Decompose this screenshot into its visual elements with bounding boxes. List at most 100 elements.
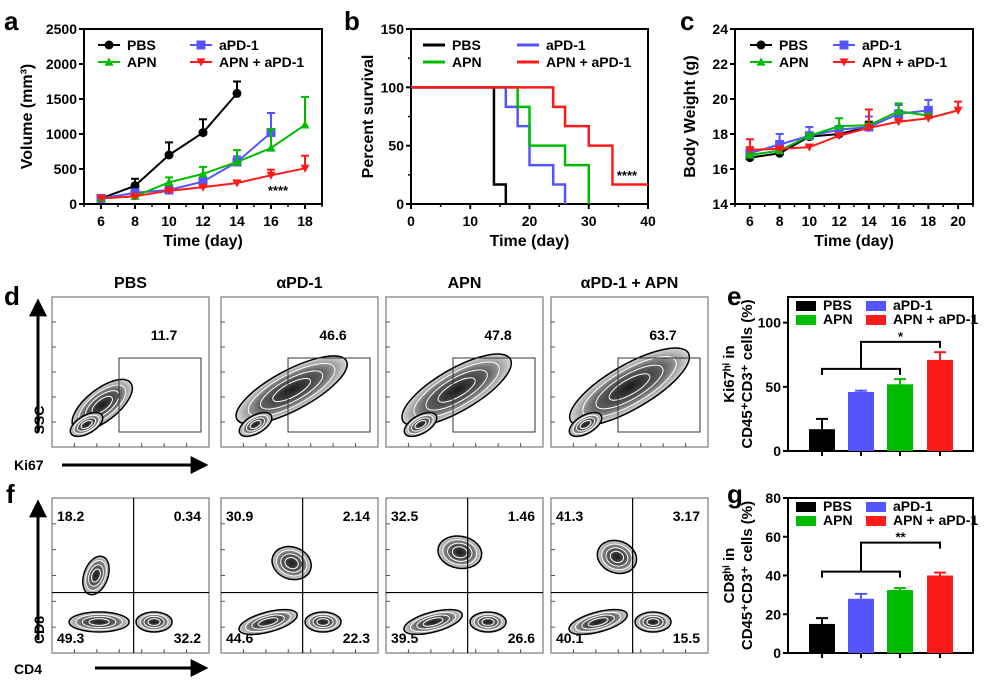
density-contour	[401, 353, 513, 427]
density-contour	[416, 614, 450, 630]
density-contour	[409, 611, 457, 633]
legend-label: APN + aPD-1	[893, 512, 978, 528]
x-tick-label: 30	[581, 213, 597, 229]
marker-triangle-down	[953, 106, 963, 115]
bar-pbs	[809, 429, 835, 451]
density-contour	[638, 613, 668, 631]
quadrant-upper-right: 2.14	[343, 508, 370, 524]
gate-percentage: 11.7	[151, 327, 178, 343]
x-tick-label: 16	[263, 213, 279, 229]
significance-label: *	[898, 329, 904, 344]
y-axis-label-line1: CD8ʰⁱ in	[721, 548, 738, 604]
significance-label: ****	[268, 183, 289, 198]
density-contour	[442, 539, 478, 566]
chart-c: 14 16 18 20 22 24 6 8 10 12 14 16 18 20 Time (day) Body…	[682, 21, 974, 250]
density-contour	[249, 419, 262, 430]
quadrant-upper-right: 1.46	[508, 508, 535, 524]
y-tick-label: 2000	[46, 56, 77, 72]
significance-bracket-upper	[860, 541, 941, 572]
legend-label: aPD-1	[893, 297, 933, 313]
y-tick-label: 40	[765, 568, 781, 584]
chart-a: 0 500 1000 1500 2000 2500 6 8 10 12 14 16 18 Time (da…	[19, 21, 323, 250]
legend-swatch	[796, 315, 816, 325]
density-contour	[469, 611, 507, 633]
y-tick-label: 80	[765, 490, 781, 506]
y-tick-label: 22	[712, 56, 728, 72]
density-contour	[575, 417, 596, 432]
density-contour	[646, 618, 660, 626]
y-tick-label: 0	[69, 196, 77, 212]
density-contour	[73, 414, 100, 435]
legend-label: APN	[779, 54, 809, 70]
y-tick-label: 1000	[46, 126, 77, 142]
x-tick-label: 20	[950, 213, 966, 229]
panel-letter-e: e	[727, 281, 741, 311]
density-contour	[88, 618, 110, 626]
survival-curve-pbs	[411, 86, 508, 204]
survival-curve-apn	[411, 86, 590, 204]
marker-triangle-down	[232, 179, 242, 188]
marker-triangle-up	[266, 143, 276, 152]
x-axis-label: Time (day)	[490, 233, 570, 250]
bar-apd-1	[848, 598, 874, 653]
marker-triangle-down	[834, 132, 844, 141]
legend-entry: APN + aPD-1	[833, 54, 947, 70]
marker-triangle-down	[130, 192, 140, 201]
y-tick-label: 20	[765, 606, 781, 622]
bar-apn-apd-1	[927, 359, 953, 451]
x-tick-label: 14	[861, 213, 877, 229]
quadrant-lower-left: 44.6	[226, 630, 253, 646]
legend-label: APN	[452, 54, 482, 70]
legend-label: PBS	[823, 297, 852, 313]
x-axis-label: Time (day)	[163, 233, 243, 250]
density-contour	[235, 355, 348, 425]
legend-entry: APN	[423, 54, 482, 70]
x-axis-label: Time (day)	[814, 233, 894, 250]
legend-entry: aPD-1	[866, 297, 933, 313]
bar-apn-apd-1	[927, 575, 953, 653]
legend-entry: APN	[750, 54, 809, 70]
density-contour	[135, 611, 173, 633]
legend-label: APN	[823, 311, 853, 327]
density-contour	[88, 564, 104, 587]
x-tick-label: 6	[746, 213, 754, 229]
legend-swatch	[796, 301, 816, 311]
density-contour	[82, 555, 110, 596]
density-contour	[257, 617, 279, 627]
marker-circle	[756, 40, 766, 50]
legend-entry: PBS	[423, 37, 481, 53]
density-contour	[244, 611, 292, 633]
legend-label: PBS	[452, 37, 481, 53]
quadrant-lower-left: 40.1	[556, 630, 583, 646]
legend-swatch	[796, 516, 816, 526]
cell-population	[235, 355, 348, 425]
series-line	[100, 131, 272, 200]
flow-plot-d-4: αPD-1 + APN 63.7	[550, 275, 709, 448]
density-contour	[481, 618, 495, 626]
y-axis-label-line2: CD45⁺CD3⁺ cells (%)	[739, 501, 756, 650]
marker-triangle-down	[894, 118, 904, 127]
legend-entry: aPD-1	[833, 37, 902, 53]
legend-label: aPD-1	[893, 498, 933, 514]
density-contour	[85, 559, 107, 592]
cd4-population	[135, 611, 173, 633]
marker-triangle-down	[923, 114, 933, 123]
quadrant-upper-right: 3.17	[673, 508, 700, 524]
series-apn-apd-1	[745, 100, 963, 155]
marker-triangle-down	[300, 164, 310, 173]
legend-entry: PBS	[796, 498, 852, 514]
cell-population	[568, 347, 691, 427]
quadrant-lower-left: 49.3	[57, 630, 84, 646]
legend-entry: APN + aPD-1	[517, 54, 631, 70]
legend-label: aPD-1	[862, 37, 902, 53]
bar-pbs	[809, 623, 835, 653]
legend-swatch	[866, 502, 886, 512]
quadrant-upper-left: 32.5	[391, 508, 418, 524]
marker-triangle-down	[839, 58, 849, 67]
marker-triangle-up	[894, 106, 904, 115]
panel-letters: a b c d e f g	[4, 6, 743, 509]
panel-letter-b: b	[344, 6, 360, 36]
density-contour	[242, 414, 269, 435]
density-contour	[260, 370, 324, 410]
